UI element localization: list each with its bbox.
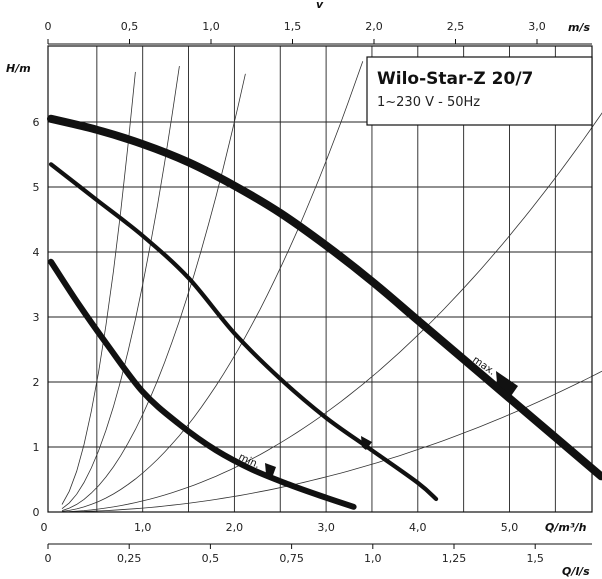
system-curve bbox=[61, 370, 602, 513]
top-tick-label: 1,5 bbox=[284, 20, 302, 33]
bottom2-tick-label: 0,25 bbox=[117, 552, 142, 565]
top-tick-label: 0 bbox=[45, 20, 52, 33]
bottom2-axis-unit: Q/l/s bbox=[562, 565, 590, 578]
y-tick-label: 5 bbox=[33, 181, 40, 194]
bottom2-tick-label: 1,25 bbox=[442, 552, 467, 565]
system-curve bbox=[61, 71, 136, 505]
bottom2-tick-label: 1,5 bbox=[526, 552, 544, 565]
plot-frame bbox=[47, 45, 593, 513]
top-tick-label: 2,0 bbox=[365, 20, 383, 33]
y-tick-label: 3 bbox=[33, 311, 40, 324]
mid-marker bbox=[361, 436, 372, 450]
max-marker bbox=[496, 371, 518, 396]
series-line-1 bbox=[47, 114, 602, 481]
pump-curves bbox=[47, 114, 602, 510]
top-tick-label: 2,5 bbox=[447, 20, 465, 33]
system-curves bbox=[61, 61, 602, 513]
system-curve bbox=[61, 61, 364, 512]
x-tick-label: 5,0 bbox=[501, 521, 519, 534]
system-curve bbox=[61, 112, 602, 513]
min-marker bbox=[265, 463, 276, 478]
x-tick-label: 2,0 bbox=[226, 521, 244, 534]
y-tick-label: 6 bbox=[33, 116, 40, 129]
x-tick-label: 0 bbox=[41, 521, 48, 534]
top-axis-label: v bbox=[316, 0, 324, 11]
bottom2-tick-label: 1,0 bbox=[364, 552, 382, 565]
bottom2-tick-label: 0 bbox=[45, 552, 52, 565]
top-tick-label: 0,5 bbox=[121, 20, 139, 33]
chart-title: Wilo-Star-Z 20/7 bbox=[377, 69, 533, 89]
secondary-axes bbox=[47, 39, 592, 549]
bottom2-tick-label: 0,75 bbox=[279, 552, 304, 565]
top-tick-label: 1,0 bbox=[202, 20, 220, 33]
system-curve bbox=[61, 73, 246, 511]
bottom2-tick-label: 0,5 bbox=[202, 552, 220, 565]
x-tick-label: 1,0 bbox=[134, 521, 152, 534]
y-axis-label: H/m bbox=[6, 62, 31, 75]
y-tick-label: 4 bbox=[33, 246, 40, 259]
series-line-3 bbox=[48, 258, 357, 510]
x-axis-label: Q/m³/h bbox=[545, 521, 587, 534]
top-tick-label: 3,0 bbox=[528, 20, 546, 33]
top-axis-unit: m/s bbox=[568, 21, 590, 34]
y-tick-label: 0 bbox=[33, 506, 40, 519]
x-tick-label: 3,0 bbox=[317, 521, 335, 534]
title-box bbox=[366, 56, 593, 126]
tick-labels: 0 1 2 3 4 5 6 0 1,0 2,0 3,0 4,0 5,0 0 0,5 1,0 1,5 2,0 2,5 3… bbox=[33, 20, 546, 565]
system-curve bbox=[61, 66, 180, 510]
series-line-2 bbox=[48, 162, 439, 502]
y-tick-label: 2 bbox=[33, 376, 40, 389]
chart-subtitle: 1~230 V - 50Hz bbox=[377, 95, 480, 110]
x-tick-label: 4,0 bbox=[409, 521, 427, 534]
y-tick-label: 1 bbox=[33, 441, 40, 454]
